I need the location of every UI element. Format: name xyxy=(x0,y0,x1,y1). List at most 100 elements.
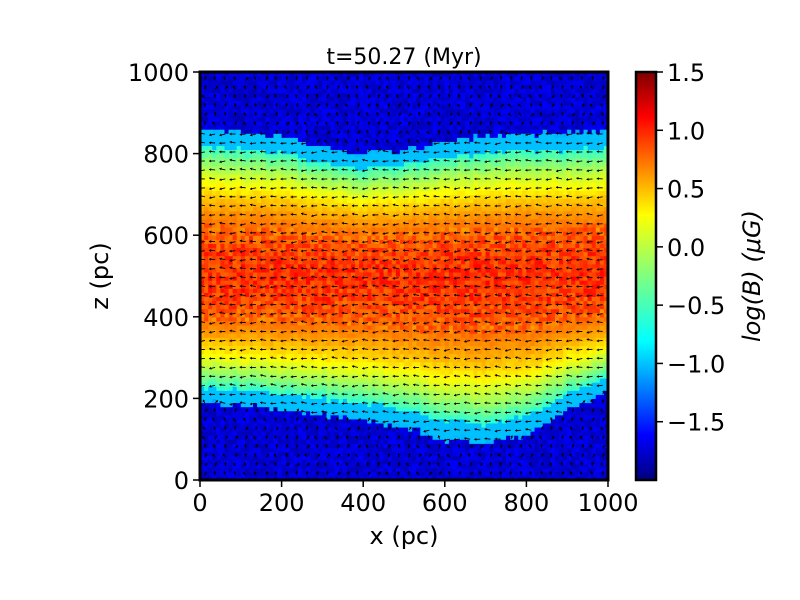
heatmap-cell xyxy=(314,255,319,261)
heatmap-cell xyxy=(253,276,258,281)
heatmap-cell xyxy=(224,475,230,480)
heatmap-cell xyxy=(277,284,283,289)
heatmap-cell xyxy=(265,349,270,355)
heatmap-cell xyxy=(261,116,266,122)
heatmap-cell xyxy=(293,312,299,318)
heatmap-cell xyxy=(257,116,262,122)
heatmap-cell xyxy=(269,251,275,257)
heatmap-cell xyxy=(257,247,262,253)
heatmap-cell xyxy=(379,235,385,240)
heatmap-cell xyxy=(200,471,205,477)
heatmap-cell xyxy=(293,382,299,387)
heatmap-cell xyxy=(261,471,266,477)
heatmap-cell xyxy=(289,137,295,142)
heatmap-cell xyxy=(220,292,226,297)
heatmap-cell xyxy=(375,227,381,232)
heatmap-cell xyxy=(310,129,315,134)
heatmap-cell xyxy=(326,308,332,314)
heatmap-cell xyxy=(277,426,283,432)
heatmap-cell xyxy=(253,361,258,367)
heatmap-cell xyxy=(293,222,299,228)
heatmap-cell xyxy=(355,463,360,469)
heatmap-cell xyxy=(395,390,401,395)
heatmap-cell xyxy=(330,116,336,122)
heatmap-cell xyxy=(387,198,393,204)
heatmap-cell xyxy=(375,324,381,330)
heatmap-cell xyxy=(355,455,360,461)
heatmap-cell xyxy=(363,243,368,249)
heatmap-cell xyxy=(355,243,360,249)
heatmap-cell xyxy=(322,235,328,240)
heatmap-cell xyxy=(236,267,242,273)
heatmap-cell xyxy=(204,373,209,379)
heatmap-cell xyxy=(367,108,372,114)
heatmap-cell xyxy=(371,406,377,412)
heatmap-cell xyxy=(293,112,299,118)
heatmap-cell xyxy=(326,247,332,253)
heatmap-cell xyxy=(322,426,328,432)
heatmap-cell xyxy=(216,435,221,440)
heatmap-cell xyxy=(322,431,328,436)
heatmap-cell xyxy=(371,463,377,469)
heatmap-cell xyxy=(342,255,348,261)
heatmap-cell xyxy=(310,296,315,302)
heatmap-cell xyxy=(261,206,266,212)
heatmap-cell xyxy=(310,276,315,281)
heatmap-cell xyxy=(212,320,217,326)
heatmap-cell xyxy=(220,72,226,77)
heatmap-cell xyxy=(289,475,295,480)
heatmap-cell xyxy=(383,198,389,204)
heatmap-cell xyxy=(379,227,385,232)
heatmap-cell xyxy=(212,178,217,183)
heatmap-cell xyxy=(383,349,389,355)
heatmap-cell xyxy=(297,378,303,383)
heatmap-cell xyxy=(216,133,221,138)
heatmap-cell xyxy=(269,447,275,453)
heatmap-cell xyxy=(391,190,397,195)
heatmap-cell xyxy=(277,345,283,351)
heatmap-cell xyxy=(281,157,287,163)
heatmap-cell xyxy=(371,431,377,436)
heatmap-cell xyxy=(257,451,262,457)
heatmap-cell xyxy=(253,463,258,469)
heatmap-cell xyxy=(387,324,393,330)
heatmap-cell xyxy=(240,178,246,183)
heatmap-cell xyxy=(204,284,209,289)
heatmap-cell xyxy=(253,320,258,326)
heatmap-cell xyxy=(297,455,303,461)
heatmap-cell xyxy=(326,161,332,167)
heatmap-cell xyxy=(273,174,279,179)
heatmap-cell xyxy=(281,467,287,473)
heatmap-cell xyxy=(289,300,295,306)
heatmap-cell xyxy=(379,116,385,122)
heatmap-cell xyxy=(338,471,344,477)
heatmap-cell xyxy=(346,300,352,306)
heatmap-cell xyxy=(200,394,205,399)
heatmap-cell xyxy=(391,292,397,297)
heatmap-cell xyxy=(281,320,287,326)
heatmap-cell xyxy=(371,88,377,93)
heatmap-cell xyxy=(285,202,291,208)
heatmap-cell xyxy=(289,210,295,216)
heatmap-cell xyxy=(277,463,283,469)
heatmap-cell xyxy=(200,210,205,216)
heatmap-cell xyxy=(359,398,364,404)
heatmap-cell xyxy=(363,300,368,306)
heatmap-cell xyxy=(334,345,340,351)
heatmap-cell xyxy=(204,243,209,249)
heatmap-cell xyxy=(212,386,217,391)
heatmap-cell xyxy=(395,231,401,236)
heatmap-cell xyxy=(232,243,238,249)
heatmap-cell xyxy=(387,369,393,375)
heatmap-cell xyxy=(314,312,319,318)
heatmap-cell xyxy=(265,431,270,436)
heatmap-cell xyxy=(240,398,246,404)
heatmap-cell xyxy=(326,431,332,436)
heatmap-cell xyxy=(265,345,270,351)
heatmap-cell xyxy=(350,149,356,155)
heatmap-cell xyxy=(244,365,250,371)
heatmap-cell xyxy=(204,153,209,159)
heatmap-cell xyxy=(240,202,246,208)
heatmap-cell xyxy=(395,431,401,436)
heatmap-cell xyxy=(326,227,332,232)
